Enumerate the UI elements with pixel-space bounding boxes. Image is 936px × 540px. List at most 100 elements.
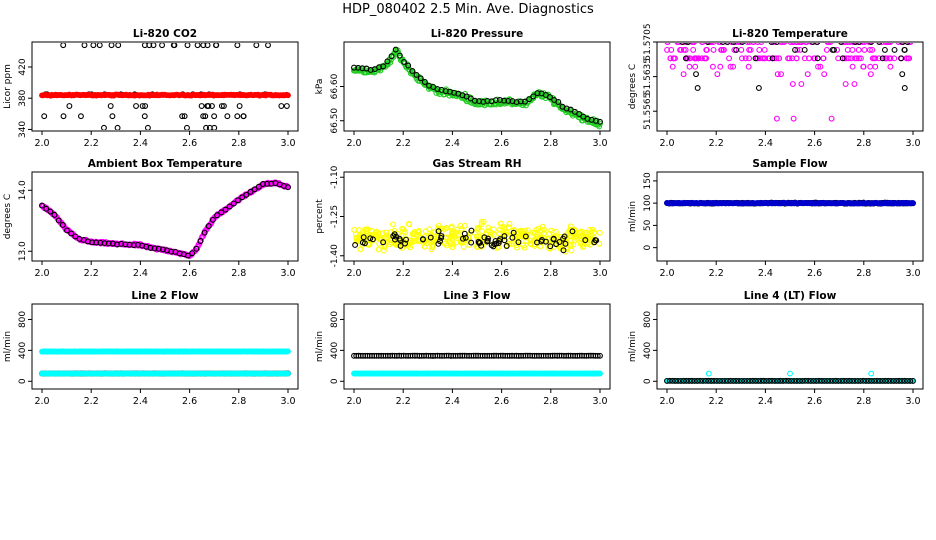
y-axis-label: ml/min bbox=[628, 201, 638, 232]
data-point bbox=[546, 245, 553, 252]
x-tick-label: 2.8 bbox=[543, 138, 558, 149]
data-point bbox=[891, 55, 898, 62]
y-tick-label: 51.5565 bbox=[643, 93, 653, 130]
data-point bbox=[907, 377, 914, 384]
data-point bbox=[198, 103, 205, 109]
data-point bbox=[871, 377, 878, 384]
x-tick-label: 2.2 bbox=[396, 138, 411, 149]
data-point bbox=[844, 43, 851, 45]
x-tick-label: 2.8 bbox=[543, 396, 558, 407]
data-point bbox=[147, 244, 154, 251]
data-point bbox=[679, 43, 686, 45]
data-point bbox=[831, 46, 837, 53]
data-point bbox=[435, 228, 442, 235]
data-point bbox=[884, 43, 891, 45]
data-point bbox=[667, 55, 674, 62]
data-point bbox=[810, 43, 816, 45]
data-point bbox=[717, 43, 723, 45]
data-point bbox=[66, 103, 73, 109]
data-point bbox=[405, 62, 412, 69]
data-point bbox=[868, 43, 874, 45]
data-point bbox=[799, 377, 806, 384]
x-tick-label: 2.4 bbox=[133, 268, 148, 279]
panel-title: Line 2 Flow bbox=[131, 290, 198, 302]
data-point bbox=[881, 46, 888, 53]
data-point bbox=[184, 124, 190, 130]
data-point bbox=[159, 43, 166, 49]
x-tick-label: 3.0 bbox=[905, 268, 920, 279]
data-point bbox=[384, 58, 391, 65]
data-point bbox=[685, 43, 691, 45]
data-point bbox=[899, 43, 906, 45]
data-point bbox=[201, 229, 208, 236]
data-point bbox=[373, 228, 380, 235]
data-point bbox=[680, 71, 687, 78]
panel-rh: Gas Stream RH percent 2.0 2.2 2.4 2.6 2.8 3.0 -1… bbox=[315, 158, 611, 279]
data-point bbox=[592, 237, 599, 243]
data-point bbox=[680, 377, 687, 384]
data-point bbox=[754, 43, 761, 45]
data-point bbox=[780, 377, 787, 384]
data-point bbox=[548, 227, 555, 234]
data-point bbox=[882, 55, 889, 62]
x-tick-label: 2.8 bbox=[856, 268, 871, 279]
data-point bbox=[683, 377, 690, 384]
data-point bbox=[569, 228, 576, 235]
data-point bbox=[733, 43, 739, 45]
data-point bbox=[283, 103, 290, 109]
x-tick-label: 2.4 bbox=[758, 268, 773, 279]
data-point bbox=[802, 43, 809, 45]
y-tick-label: 100 bbox=[643, 194, 653, 211]
data-point bbox=[890, 377, 897, 384]
data-point bbox=[832, 377, 839, 384]
panel-sample: Sample Flow ml/min 2.0 2.2 2.4 2.6 2.8 3.0 0 50 10… bbox=[628, 158, 924, 279]
data-point bbox=[597, 120, 603, 127]
data-point bbox=[720, 43, 726, 45]
data-point bbox=[744, 43, 751, 45]
y-tick-label: 800 bbox=[330, 311, 340, 328]
data-point bbox=[236, 103, 243, 109]
x-tick-label: 3.0 bbox=[280, 396, 295, 407]
data-point bbox=[414, 236, 420, 243]
data-point bbox=[101, 124, 107, 130]
data-point bbox=[193, 245, 200, 252]
data-point bbox=[108, 43, 115, 49]
data-point bbox=[181, 113, 188, 120]
data-point bbox=[431, 233, 438, 240]
data-point bbox=[39, 202, 45, 209]
panel-title: Li-820 Pressure bbox=[431, 28, 524, 40]
x-tick-label: 2.6 bbox=[494, 268, 509, 279]
data-point bbox=[821, 71, 828, 78]
data-point bbox=[818, 377, 825, 384]
data-point bbox=[682, 46, 689, 53]
data-point bbox=[427, 234, 434, 241]
panel-title: Li-820 CO2 bbox=[133, 28, 197, 40]
data-point bbox=[260, 181, 266, 187]
plot-area bbox=[664, 43, 914, 122]
data-point bbox=[722, 377, 728, 384]
data-point bbox=[838, 43, 844, 45]
data-point bbox=[759, 55, 766, 62]
data-point bbox=[727, 377, 734, 384]
data-point bbox=[773, 115, 780, 122]
data-point bbox=[109, 113, 116, 120]
data-point bbox=[556, 239, 563, 245]
data-point bbox=[550, 236, 557, 243]
data-point bbox=[724, 43, 731, 45]
data-point bbox=[887, 63, 894, 70]
data-point bbox=[781, 43, 788, 45]
data-point bbox=[205, 103, 212, 109]
x-tick-label: 2.0 bbox=[346, 138, 361, 149]
data-point bbox=[380, 247, 387, 254]
data-point bbox=[755, 377, 762, 384]
data-point bbox=[733, 46, 740, 53]
data-point bbox=[122, 241, 129, 248]
data-point bbox=[710, 43, 717, 45]
data-point bbox=[189, 250, 196, 257]
plot-area bbox=[351, 46, 603, 130]
y-axis-label: degrees C bbox=[628, 64, 638, 109]
data-point bbox=[813, 377, 820, 384]
data-point bbox=[794, 43, 801, 45]
data-point bbox=[60, 43, 67, 49]
y-axis-label: ml/min bbox=[315, 331, 325, 362]
